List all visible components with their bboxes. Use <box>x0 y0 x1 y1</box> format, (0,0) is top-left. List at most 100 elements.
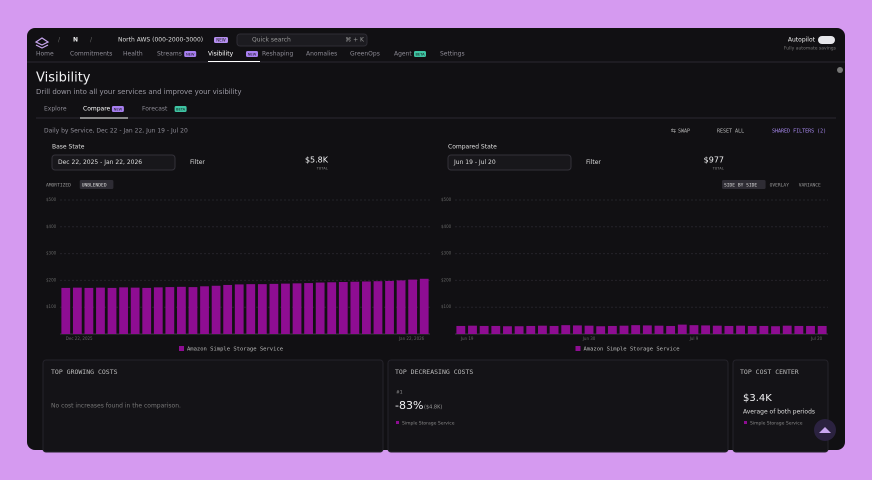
bar <box>165 287 175 334</box>
nav-tab[interactable]: Agent <box>394 51 412 58</box>
bar <box>257 284 267 334</box>
filter-button[interactable]: Filter <box>190 159 205 166</box>
nav-tab[interactable]: Commitments <box>70 51 112 58</box>
state-heading: Base State <box>52 144 85 151</box>
logo <box>34 37 50 49</box>
y-tick-label: $100 <box>441 304 452 309</box>
subtab[interactable]: Forecast <box>142 106 168 113</box>
nav-tab[interactable]: GreenOps <box>350 51 380 58</box>
bar <box>119 287 128 334</box>
x-tick-label: Jun 19 <box>460 336 474 341</box>
search-box[interactable] <box>236 33 368 47</box>
nav-tab[interactable]: Anomalies <box>306 51 337 58</box>
autopilot-toggle[interactable] <box>818 36 835 44</box>
card-title: TOP GROWING COSTS <box>51 368 118 376</box>
shared-filters-button[interactable]: SHARED FILTERS (2) <box>772 129 826 135</box>
subtab-badge <box>111 106 124 112</box>
bar <box>246 284 256 334</box>
tab-badge <box>414 51 426 57</box>
state-total: $977 <box>704 156 724 165</box>
bar <box>281 283 290 334</box>
bar <box>747 325 757 334</box>
x-tick-label: Jan 22, 2026 <box>398 336 425 341</box>
card <box>42 359 384 453</box>
page-subtitle: Drill down into all your services and im… <box>36 88 241 96</box>
account-selector[interactable]: North AWS (000-2000-3000) <box>118 37 203 44</box>
y-tick-label: $100 <box>46 304 57 309</box>
bar <box>549 325 559 334</box>
date-input[interactable] <box>51 154 176 171</box>
swap-button[interactable]: SWAP <box>678 129 690 135</box>
nav-tab[interactable]: Settings <box>440 51 465 58</box>
service-swatch <box>744 421 747 424</box>
bar <box>373 281 383 334</box>
reset-button[interactable]: RESET ALL <box>717 129 744 135</box>
nav-tab[interactable]: Visibility <box>208 51 234 58</box>
badge <box>214 37 228 43</box>
mode-toggle[interactable]: AMORTIZED <box>46 183 71 189</box>
bar <box>666 325 676 334</box>
date-range: Dec 22, 2025 - Jan 22, 2026 <box>58 159 142 166</box>
bar <box>72 287 82 334</box>
help-icon <box>819 427 831 433</box>
bar <box>188 287 198 334</box>
bar <box>419 278 429 334</box>
tab-badge-text: NEW <box>248 52 257 56</box>
date-input[interactable] <box>447 154 572 171</box>
y-tick-label: $500 <box>46 197 57 202</box>
filter-button[interactable]: Filter <box>586 159 601 166</box>
cost-center-value: $3.4K <box>743 393 772 404</box>
bar <box>408 279 418 334</box>
state-total-label: TOTAL <box>713 166 725 171</box>
bar <box>96 287 105 334</box>
nav-tab[interactable]: Streams <box>157 51 182 58</box>
bar <box>292 283 302 334</box>
bar <box>350 281 360 334</box>
search-placeholder: Quick search <box>252 37 291 44</box>
mode-toggle[interactable]: UNBLENDED <box>82 183 107 189</box>
bar <box>338 282 348 334</box>
bar <box>771 326 780 334</box>
y-tick-label: $400 <box>46 224 57 229</box>
view-toggle[interactable]: OVERLAY <box>770 183 790 189</box>
bar <box>177 286 186 334</box>
page-title: Visibility <box>36 71 91 86</box>
account-badge: NEW <box>216 38 226 43</box>
change-percent: -83% <box>395 399 423 412</box>
subtab-badge-text: NEW <box>114 107 123 111</box>
bar <box>794 325 804 334</box>
bar <box>503 326 512 334</box>
bar <box>584 325 594 334</box>
nav-tab[interactable]: Home <box>36 51 54 58</box>
legend-label: Amazon Simple Storage Service <box>187 347 283 353</box>
bar <box>724 325 734 334</box>
bar <box>607 325 617 334</box>
card-title: TOP COST CENTER <box>740 368 799 376</box>
bar <box>304 283 313 334</box>
subtab[interactable]: Compare <box>83 106 111 113</box>
service-name: Simple Storage Service <box>750 421 803 427</box>
bar <box>701 325 711 334</box>
subtab-badge-text: BETA <box>176 107 186 111</box>
subtab[interactable]: Explore <box>44 106 67 113</box>
bar <box>572 325 582 334</box>
view-toggle[interactable]: SIDE BY SIDE <box>724 183 757 189</box>
bar <box>142 287 152 334</box>
y-tick-label: $300 <box>46 251 57 256</box>
view-summary: Daily by Service, Dec 22 - Jan 22, Jun 1… <box>44 128 188 135</box>
card <box>387 359 729 453</box>
legend-label: Amazon Simple Storage Service <box>584 347 680 353</box>
nav-tab[interactable]: Reshaping <box>262 51 293 58</box>
service-name: Simple Storage Service <box>402 421 455 427</box>
tab-badge-text: BETA <box>415 52 425 56</box>
nav-tab[interactable]: Health <box>123 51 143 58</box>
bar <box>537 325 547 334</box>
view-toggle[interactable]: VARIANCE <box>799 183 821 189</box>
autopilot-note: Fully automate savings <box>784 46 837 52</box>
service-swatch <box>396 421 399 424</box>
bar <box>456 325 466 334</box>
bar <box>561 325 571 334</box>
state-total: $5.8K <box>305 156 329 165</box>
bar <box>677 324 687 334</box>
bar <box>642 325 652 334</box>
